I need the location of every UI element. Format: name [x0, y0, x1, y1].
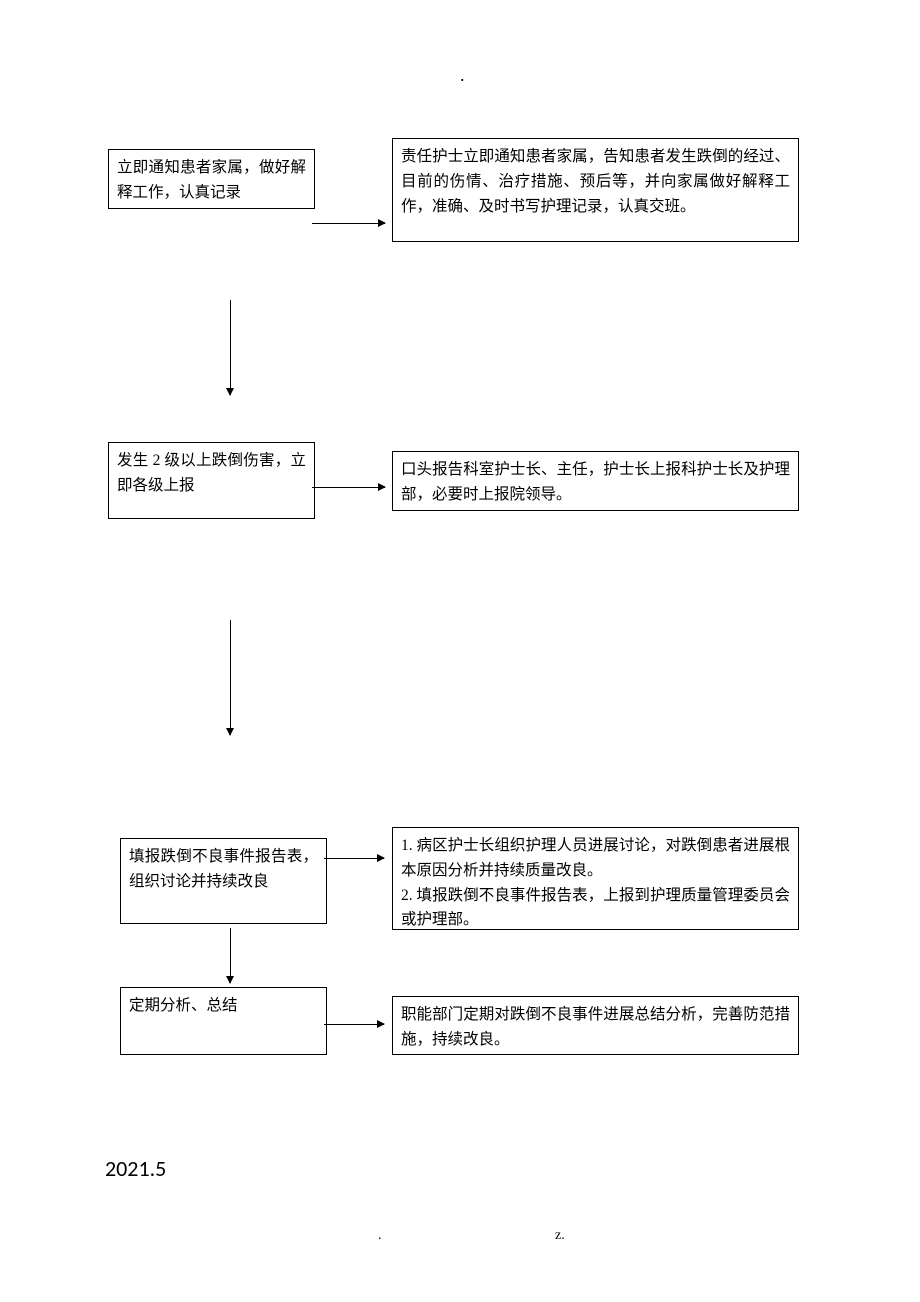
arrow-down-1 — [230, 300, 231, 395]
arrow-row3 — [324, 858, 384, 859]
node-level2-report-left: 发生 2 级以上跌倒伤害，立即各级上报 — [108, 442, 315, 519]
arrow-row4 — [324, 1024, 384, 1025]
footer-left-dot: . — [378, 1228, 382, 1244]
node-notify-family-left: 立即通知患者家属，做好解释工作，认真记录 — [108, 149, 315, 209]
arrow-down-2 — [230, 620, 231, 735]
node-level2-report-right: 口头报告科室护士长、主任，护士长上报科护士长及护理部，必要时上报院领导。 — [392, 451, 799, 511]
header-dot: . — [460, 65, 465, 86]
node-periodic-analysis-left: 定期分析、总结 — [120, 987, 327, 1055]
node-fill-report-right: 1. 病区护士长组织护理人员进展讨论，对跌倒患者进展根本原因分析并持续质量改良。… — [392, 827, 799, 930]
node-fill-report-left: 填报跌倒不良事件报告表，组织讨论并持续改良 — [120, 838, 327, 924]
footer-right-mark: z. — [555, 1228, 565, 1244]
arrow-row2 — [312, 487, 385, 488]
node-periodic-analysis-right: 职能部门定期对跌倒不良事件进展总结分析，完善防范措施，持续改良。 — [392, 996, 799, 1055]
node-notify-family-right: 责任护士立即通知患者家属，告知患者发生跌倒的经过、目前的伤情、治疗措施、预后等，… — [392, 138, 799, 242]
arrow-down-3 — [230, 928, 231, 983]
arrow-row1 — [312, 223, 385, 224]
date-label: 2021.5 — [105, 1155, 166, 1182]
